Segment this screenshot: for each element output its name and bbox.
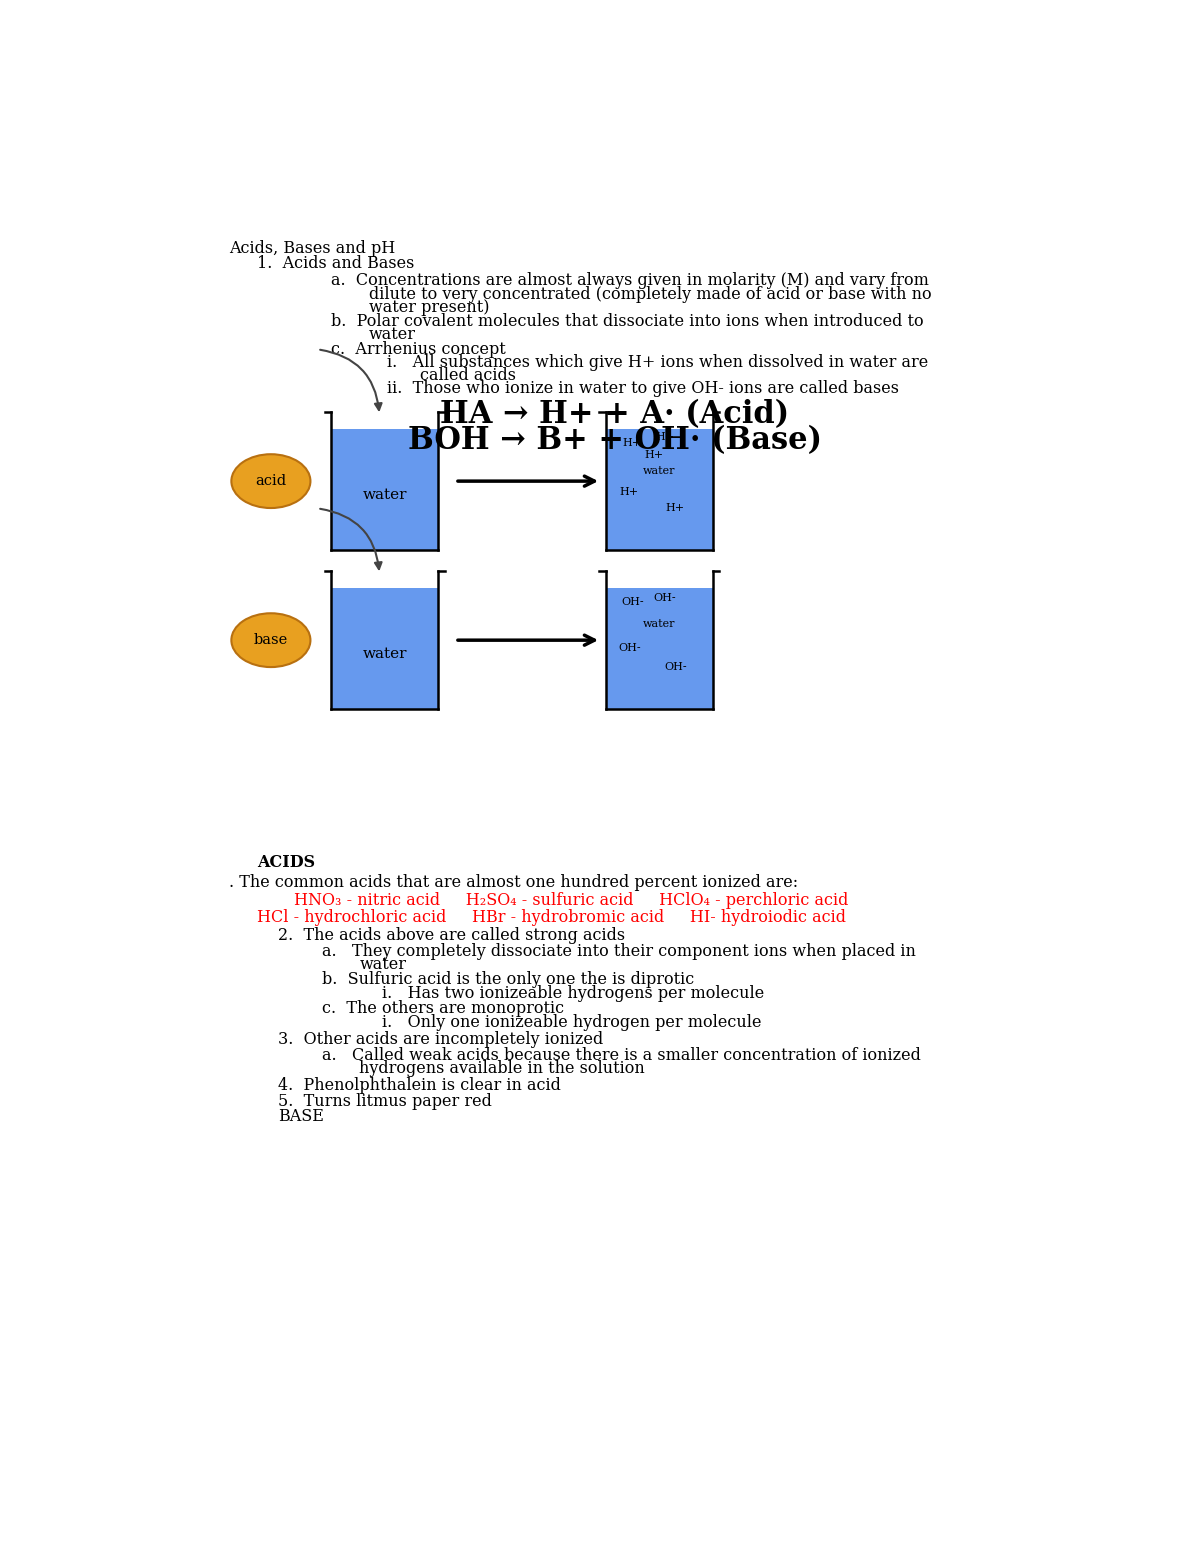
Text: OH-: OH-: [618, 643, 641, 654]
Text: a.  Concentrations are almost always given in molarity (M) and vary from: a. Concentrations are almost always give…: [331, 272, 929, 289]
Bar: [331, 429, 438, 550]
Text: BOH → B+ + OH· (Base): BOH → B+ + OH· (Base): [408, 426, 822, 457]
Text: Acids, Bases and pH: Acids, Bases and pH: [229, 241, 395, 258]
Text: 5.  Turns litmus paper red: 5. Turns litmus paper red: [278, 1093, 492, 1110]
Ellipse shape: [232, 453, 311, 508]
Text: c.  The others are monoprotic: c. The others are monoprotic: [322, 1000, 564, 1017]
Text: a.   Called weak acids because there is a smaller concentration of ionized: a. Called weak acids because there is a …: [322, 1047, 920, 1064]
Text: water: water: [643, 620, 676, 629]
Text: i.   Has two ionizeable hydrogens per molecule: i. Has two ionizeable hydrogens per mole…: [383, 985, 764, 1002]
Text: OH-: OH-: [664, 662, 686, 671]
Text: i.   All substances which give H+ ions when dissolved in water are: i. All substances which give H+ ions whe…: [388, 354, 929, 371]
Text: BASE: BASE: [278, 1109, 324, 1126]
Text: c.  Arrhenius concept: c. Arrhenius concept: [331, 340, 506, 357]
Text: water: water: [643, 466, 676, 477]
Text: H+: H+: [666, 503, 685, 512]
Text: HNO₃ - nitric acid     H₂SO₄ - sulfuric acid     HClO₄ - perchloric acid: HNO₃ - nitric acid H₂SO₄ - sulfuric acid…: [294, 891, 848, 909]
Text: ii.  Those who ionize in water to give OH- ions are called bases: ii. Those who ionize in water to give OH…: [388, 380, 899, 398]
Bar: [606, 589, 713, 708]
Text: a.   They completely dissociate into their component ions when placed in: a. They completely dissociate into their…: [322, 943, 916, 960]
Text: 4.  Phenolphthalein is clear in acid: 4. Phenolphthalein is clear in acid: [278, 1078, 562, 1095]
Text: dilute to very concentrated (completely made of acid or base with no: dilute to very concentrated (completely …: [368, 286, 931, 303]
Text: b.  Sulfuric acid is the only one the is diprotic: b. Sulfuric acid is the only one the is …: [322, 971, 695, 988]
Text: hydrogens available in the solution: hydrogens available in the solution: [359, 1061, 646, 1078]
Text: H+: H+: [623, 438, 642, 449]
Text: H+: H+: [644, 450, 664, 461]
Ellipse shape: [232, 613, 311, 668]
Bar: [331, 589, 438, 708]
Text: water: water: [362, 648, 407, 662]
Text: b.  Polar covalent molecules that dissociate into ions when introduced to: b. Polar covalent molecules that dissoci…: [331, 314, 924, 331]
Text: water present): water present): [368, 298, 490, 315]
Text: water: water: [359, 957, 407, 974]
Text: . The common acids that are almost one hundred percent ionized are:: . The common acids that are almost one h…: [229, 874, 798, 891]
Text: water: water: [368, 326, 415, 343]
Text: base: base: [253, 634, 288, 648]
Text: 3.  Other acids are incompletely ionized: 3. Other acids are incompletely ionized: [278, 1031, 604, 1048]
Text: H+: H+: [655, 432, 674, 443]
Text: 1.  Acids and Bases: 1. Acids and Bases: [257, 255, 414, 272]
Text: 2.  The acids above are called strong acids: 2. The acids above are called strong aci…: [278, 927, 625, 944]
Text: water: water: [362, 489, 407, 503]
Text: OH-: OH-: [622, 598, 643, 607]
Text: HA → H+ + A· (Acid): HA → H+ + A· (Acid): [440, 399, 790, 430]
Text: HCl - hydrochloric acid     HBr - hydrobromic acid     HI- hydroiodic acid: HCl - hydrochloric acid HBr - hydrobromi…: [257, 909, 846, 926]
Text: i.   Only one ionizeable hydrogen per molecule: i. Only one ionizeable hydrogen per mole…: [383, 1014, 762, 1031]
Text: OH-: OH-: [653, 593, 676, 603]
Bar: [606, 429, 713, 550]
Text: ACIDS: ACIDS: [257, 854, 316, 871]
Text: called acids: called acids: [420, 367, 516, 384]
Text: acid: acid: [256, 474, 287, 488]
Text: H+: H+: [619, 486, 638, 497]
